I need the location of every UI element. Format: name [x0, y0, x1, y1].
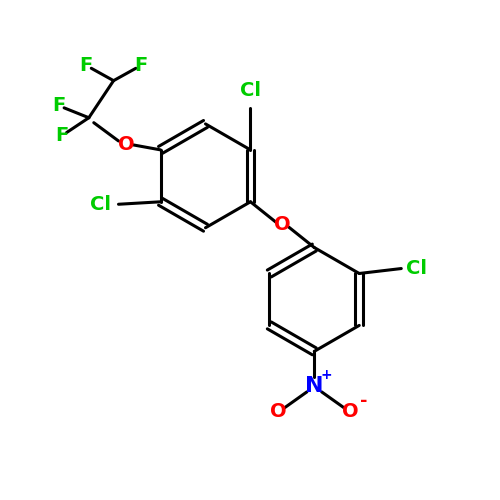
Text: O: O	[274, 215, 290, 234]
Text: Cl: Cl	[406, 259, 427, 278]
Text: F: F	[55, 126, 68, 144]
Text: F: F	[80, 56, 93, 76]
Text: O: O	[118, 136, 134, 154]
Text: F: F	[134, 56, 147, 76]
Text: +: +	[321, 368, 332, 382]
Text: Cl: Cl	[90, 195, 111, 214]
Text: -: -	[360, 392, 368, 410]
Text: F: F	[52, 96, 66, 115]
Text: O: O	[270, 402, 287, 421]
Text: Cl: Cl	[240, 82, 261, 100]
Text: O: O	[342, 402, 358, 421]
Text: N: N	[305, 376, 324, 396]
